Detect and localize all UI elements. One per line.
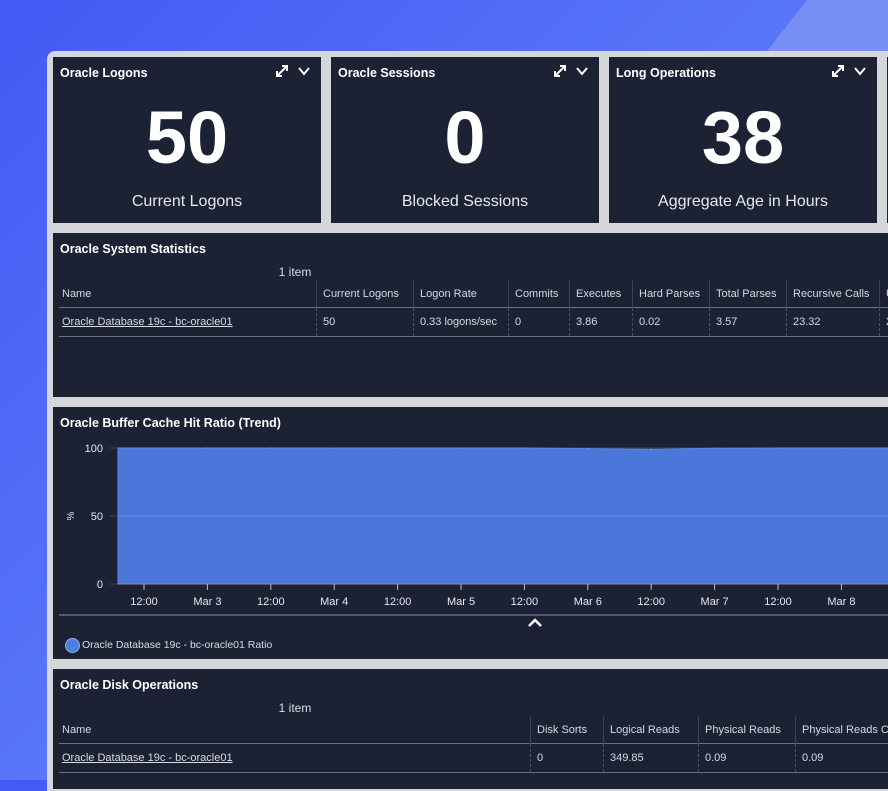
disk-operations-panel: Oracle Disk Operations 1 item Name Disk …: [53, 669, 888, 789]
widget-oracle-logons: Oracle Logons 50 Current Logons: [53, 57, 321, 223]
data-point: [270, 447, 272, 449]
column-header[interactable]: Logon Rate: [414, 280, 509, 308]
long-ops-subtitle: Aggregate Age in Hours: [609, 193, 877, 211]
column-header[interactable]: Hard Parses: [633, 280, 710, 308]
table-cell: 0.09: [796, 744, 888, 773]
logons-value: 50: [53, 101, 321, 175]
table-cell: 0: [531, 744, 604, 773]
y-tick-label: 100: [85, 443, 103, 455]
buffer-cache-chart-panel: Oracle Buffer Cache Hit Ratio (Trend) 10…: [53, 407, 888, 659]
data-point: [841, 447, 843, 449]
database-link[interactable]: Oracle Database 19c - bc-oracle01: [62, 752, 233, 764]
chevron-down-icon[interactable]: [853, 64, 867, 78]
chevron-up-icon[interactable]: [527, 616, 543, 634]
widget-long-operations: Long Operations 38 Aggregate Age in Hour…: [609, 57, 877, 223]
column-header[interactable]: Logical Reads: [604, 716, 699, 744]
expand-icon[interactable]: [275, 64, 289, 78]
long-ops-value: 38: [609, 101, 877, 175]
sessions-value: 0: [331, 101, 599, 175]
column-header[interactable]: Name: [59, 716, 531, 744]
x-tick-label: 12:00: [384, 596, 412, 608]
data-point: [207, 447, 209, 449]
database-link[interactable]: Oracle Database 19c - bc-oracle01: [62, 316, 233, 328]
table-row: Oracle Database 19c - bc-oracle01 50 0.3…: [59, 308, 888, 337]
column-header[interactable]: Recursive Calls: [787, 280, 880, 308]
widget-title: Oracle Logons: [60, 66, 148, 80]
system-statistics-panel: Oracle System Statistics 1 item Name Cur…: [53, 233, 888, 397]
disk-ops-table: Name Disk Sorts Logical Reads Physical R…: [59, 716, 888, 773]
table-cell: 2: [880, 308, 888, 337]
column-header[interactable]: Commits: [509, 280, 570, 308]
table-cell: 0: [509, 308, 570, 337]
buffer-cache-chart: 100 50 0% 12:00 Mar 3 12:00 Mar 4 12:00 Mar 5 12:…: [53, 407, 888, 659]
column-header[interactable]: Executes: [570, 280, 633, 308]
x-tick-label: 12:00: [637, 596, 665, 608]
expand-icon[interactable]: [553, 64, 567, 78]
item-count: 1 item: [53, 265, 537, 279]
data-point: [143, 447, 145, 449]
data-point: [460, 447, 462, 449]
x-tick-label: 12:00: [511, 596, 539, 608]
legend-swatch: [65, 638, 80, 653]
table-cell: 0.09: [699, 744, 796, 773]
x-tick-label: Mar 5: [447, 596, 475, 608]
logons-subtitle: Current Logons: [53, 193, 321, 211]
x-tick-label: Mar 3: [193, 596, 221, 608]
x-tick-label: Mar 6: [574, 596, 602, 608]
legend-label[interactable]: Oracle Database 19c - bc-oracle01 Ratio: [82, 639, 272, 651]
data-point: [714, 447, 716, 449]
widget-title: Long Operations: [616, 66, 716, 80]
column-header[interactable]: Current Logons: [317, 280, 414, 308]
panel-title: Oracle Disk Operations: [60, 678, 198, 692]
x-tick-label: Mar 4: [320, 596, 348, 608]
column-header[interactable]: Physical Reads Ca: [796, 716, 888, 744]
table-cell: 50: [317, 308, 414, 337]
data-point: [777, 447, 779, 449]
x-tick-label: 12:00: [130, 596, 158, 608]
table-row: Oracle Database 19c - bc-oracle01 0 349.…: [59, 744, 888, 773]
y-tick-label: 0: [97, 579, 103, 591]
expand-icon[interactable]: [831, 64, 845, 78]
x-tick-label: Mar 8: [827, 596, 855, 608]
table-cell: 349.85: [604, 744, 699, 773]
table-cell: 23.32: [787, 308, 880, 337]
sessions-subtitle: Blocked Sessions: [331, 193, 599, 211]
data-point: [524, 447, 526, 449]
column-header[interactable]: Total Parses: [710, 280, 787, 308]
panel-title: Oracle System Statistics: [60, 242, 206, 256]
data-point: [397, 447, 399, 449]
dashboard-frame: Oracle Logons 50 Current Logons Oracle S…: [47, 51, 888, 791]
data-point: [587, 448, 589, 450]
widget-title: Oracle Sessions: [338, 66, 435, 80]
x-tick-label: 12:00: [764, 596, 792, 608]
data-point: [650, 449, 652, 451]
table-cell: 0.33 logons/sec: [414, 308, 509, 337]
column-header[interactable]: Disk Sorts: [531, 716, 604, 744]
y-axis-label: %: [66, 511, 77, 520]
table-cell: 3.86: [570, 308, 633, 337]
column-header[interactable]: Physical Reads: [699, 716, 796, 744]
table-cell: 3.57: [710, 308, 787, 337]
system-stats-table: Name Current Logons Logon Rate Commits E…: [59, 280, 888, 337]
column-header[interactable]: U: [880, 280, 888, 308]
data-point: [333, 447, 335, 449]
column-header[interactable]: Name: [59, 280, 317, 308]
chevron-down-icon[interactable]: [297, 64, 311, 78]
table-cell: 0.02: [633, 308, 710, 337]
item-count: 1 item: [53, 701, 537, 715]
chevron-down-icon[interactable]: [575, 64, 589, 78]
widget-oracle-sessions: Oracle Sessions 0 Blocked Sessions: [331, 57, 599, 223]
x-tick-label: Mar 7: [701, 596, 729, 608]
y-tick-label: 50: [91, 511, 103, 523]
x-tick-label: 12:00: [257, 596, 285, 608]
